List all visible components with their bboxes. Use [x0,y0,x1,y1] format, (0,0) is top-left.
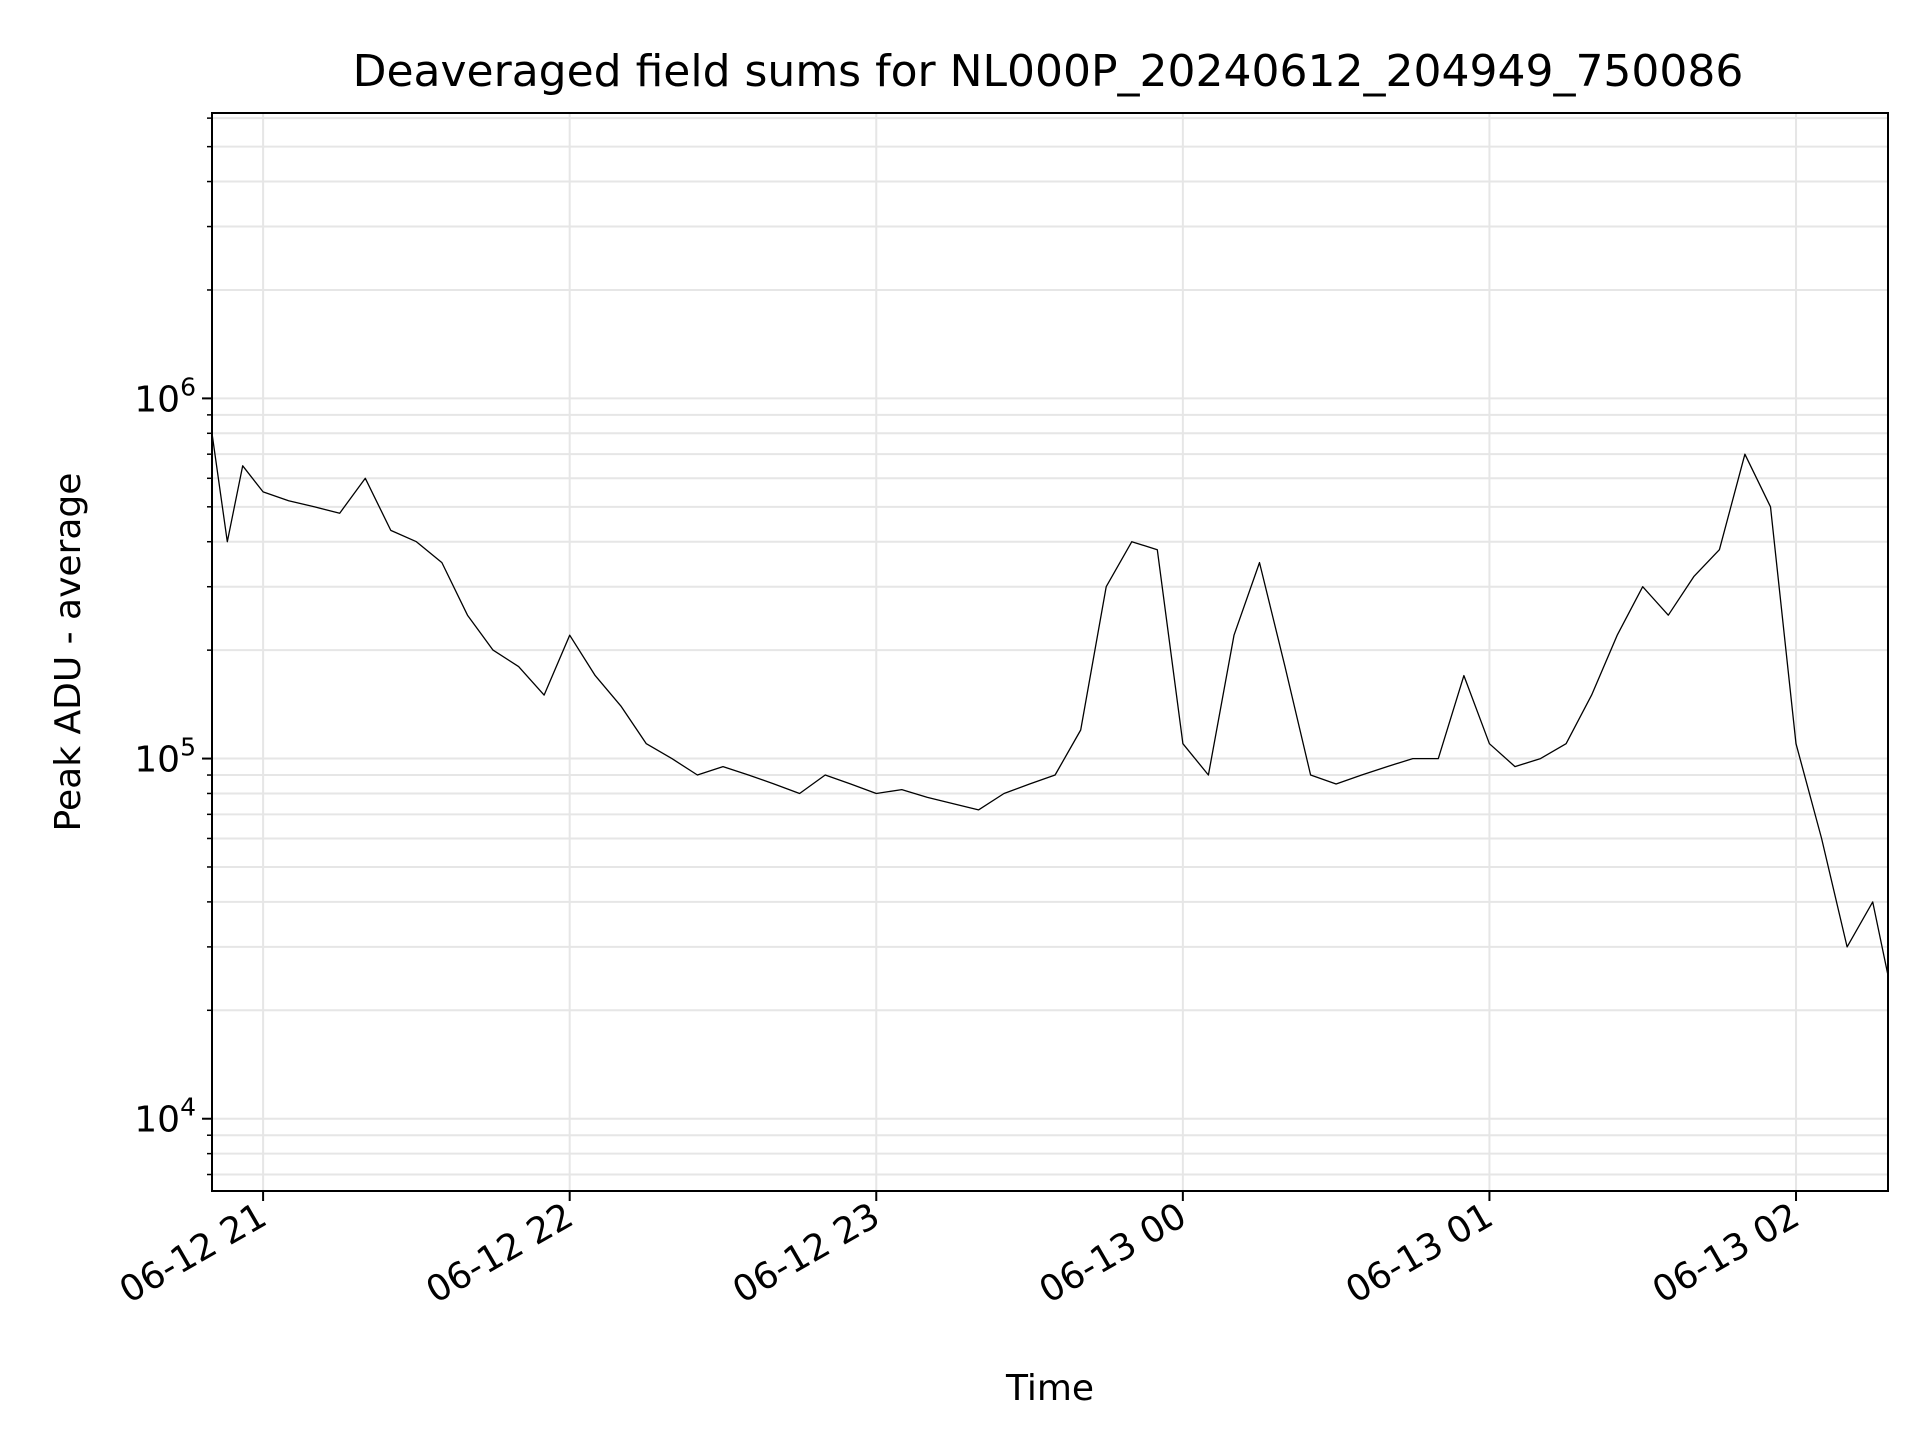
chart-title: Deaveraged field sums for NL000P_2024061… [353,46,1744,97]
y-tick-base: 10 [134,740,180,781]
series-line-0 [211,433,1889,976]
plot-frame [211,112,1889,1192]
y-tick-label: 104 [134,1093,196,1141]
y-axis-label: Peak ADU - average [48,473,89,832]
x-axis-label: Time [1005,1368,1094,1409]
data-lines [211,433,1889,976]
y-tick-label: 105 [134,733,196,781]
y-tick-exponent: 4 [180,1093,196,1122]
y-tick-base: 10 [134,1100,180,1141]
y-tick-label: 106 [134,372,196,420]
y-tick-exponent: 5 [180,733,196,762]
y-tick-exponent: 6 [180,372,196,401]
grid-lines [212,113,1888,1191]
y-tick-base: 10 [134,379,180,420]
